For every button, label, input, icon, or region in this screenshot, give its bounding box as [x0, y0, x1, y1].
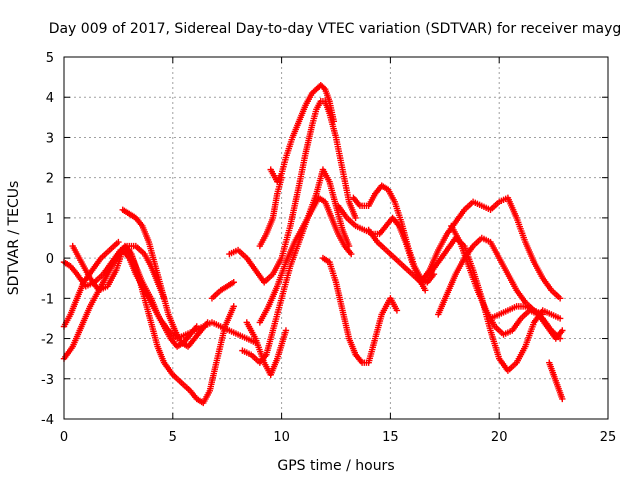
x-tick-label: 20: [491, 430, 508, 445]
y-tick-label: -2: [41, 333, 54, 348]
series-arc-18: [417, 194, 564, 302]
series-arc-12: [256, 194, 355, 326]
data-point: [352, 214, 359, 222]
data-point: [422, 287, 429, 294]
series-arc-4: [60, 238, 122, 330]
x-tick-label: 0: [60, 430, 68, 445]
series-arc-21: [448, 222, 566, 342]
x-axis-label: GPS time / hours: [277, 458, 394, 474]
y-tick-label: 0: [46, 252, 54, 267]
series-arc-14: [319, 254, 401, 366]
data-points: [60, 81, 566, 407]
y-tick-label: 4: [46, 91, 54, 106]
data-point: [559, 327, 566, 334]
data-point: [393, 307, 401, 314]
data-point: [556, 295, 564, 302]
data-point: [193, 323, 200, 330]
y-tick-label: 3: [46, 131, 54, 146]
data-point: [230, 279, 237, 286]
y-tick-label: -4: [41, 413, 54, 428]
series-arc-10: [267, 81, 338, 185]
series-arc-16: [350, 182, 438, 286]
data-point: [115, 238, 122, 246]
series-arc-13: [243, 319, 290, 378]
y-tick-label: -3: [41, 373, 54, 388]
y-tick-label: -1: [41, 292, 54, 307]
chart-title: Day 009 of 2017, Sidereal Day-to-day VTE…: [49, 21, 622, 37]
x-tick-label: 5: [169, 430, 177, 445]
data-point: [204, 319, 211, 326]
data-point: [330, 118, 338, 125]
y-tick-label: 5: [46, 51, 54, 66]
data-point: [559, 395, 566, 403]
series-arc-9: [256, 174, 285, 250]
series-arc-7: [208, 279, 237, 302]
x-tick-label: 10: [273, 430, 290, 445]
y-axis-label: SDTVAR / TECUs: [6, 181, 22, 296]
y-tick-label: 2: [46, 172, 54, 187]
x-tick-label: 15: [382, 430, 399, 445]
data-point: [230, 303, 237, 310]
data-point: [556, 315, 564, 322]
data-point: [282, 327, 290, 334]
plot-frame: [63, 56, 609, 420]
axis-ticks: 0 5 10 15 20 25 -4 -3 -2 -1 0 1 2 3 4 5: [41, 51, 616, 445]
series-arc-5: [119, 206, 211, 350]
series-arc-22: [546, 359, 566, 403]
data-point: [348, 250, 355, 258]
series-arc-6: [126, 246, 200, 350]
x-tick-label: 25: [600, 430, 617, 445]
y-tick-label: 1: [46, 212, 54, 227]
